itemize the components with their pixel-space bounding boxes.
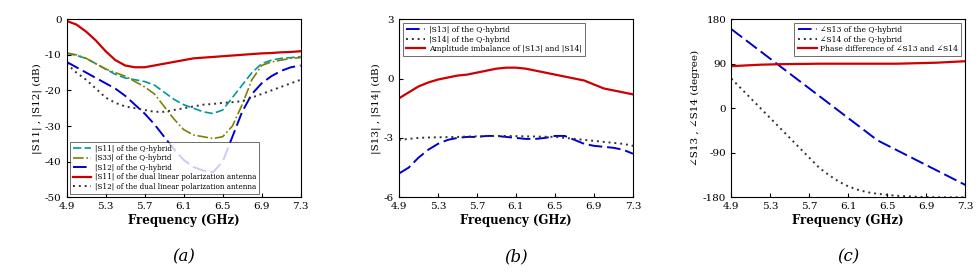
Y-axis label: |S13| , |S14| (dB): |S13| , |S14| (dB) — [371, 63, 381, 154]
Text: (a): (a) — [172, 248, 195, 265]
Legend: |S11| of the Q-hybrid, |S33| of the Q-hybrid, |S12| of the Q-hybrid, |S11| of th: |S11| of the Q-hybrid, |S33| of the Q-hy… — [71, 142, 259, 194]
Legend: |S13| of the Q-hybrid, |S14| of the Q-hybrid, Amplitude imbalance of |S13| and |: |S13| of the Q-hybrid, |S14| of the Q-hy… — [403, 23, 585, 56]
Text: (c): (c) — [837, 248, 859, 265]
Text: (b): (b) — [504, 248, 528, 265]
Legend: ∠S13 of the Q-hybrid, ∠S14 of the Q-hybrid, Phase difference of ∠S13 and ∠S14: ∠S13 of the Q-hybrid, ∠S14 of the Q-hybr… — [795, 23, 961, 56]
Y-axis label: |S11| , |S12| (dB): |S11| , |S12| (dB) — [32, 63, 42, 154]
X-axis label: Frequency (GHz): Frequency (GHz) — [793, 214, 905, 227]
X-axis label: Frequency (GHz): Frequency (GHz) — [461, 214, 571, 227]
X-axis label: Frequency (GHz): Frequency (GHz) — [127, 214, 239, 227]
Y-axis label: ∠S13 , ∠S14 (degree): ∠S13 , ∠S14 (degree) — [691, 50, 701, 166]
